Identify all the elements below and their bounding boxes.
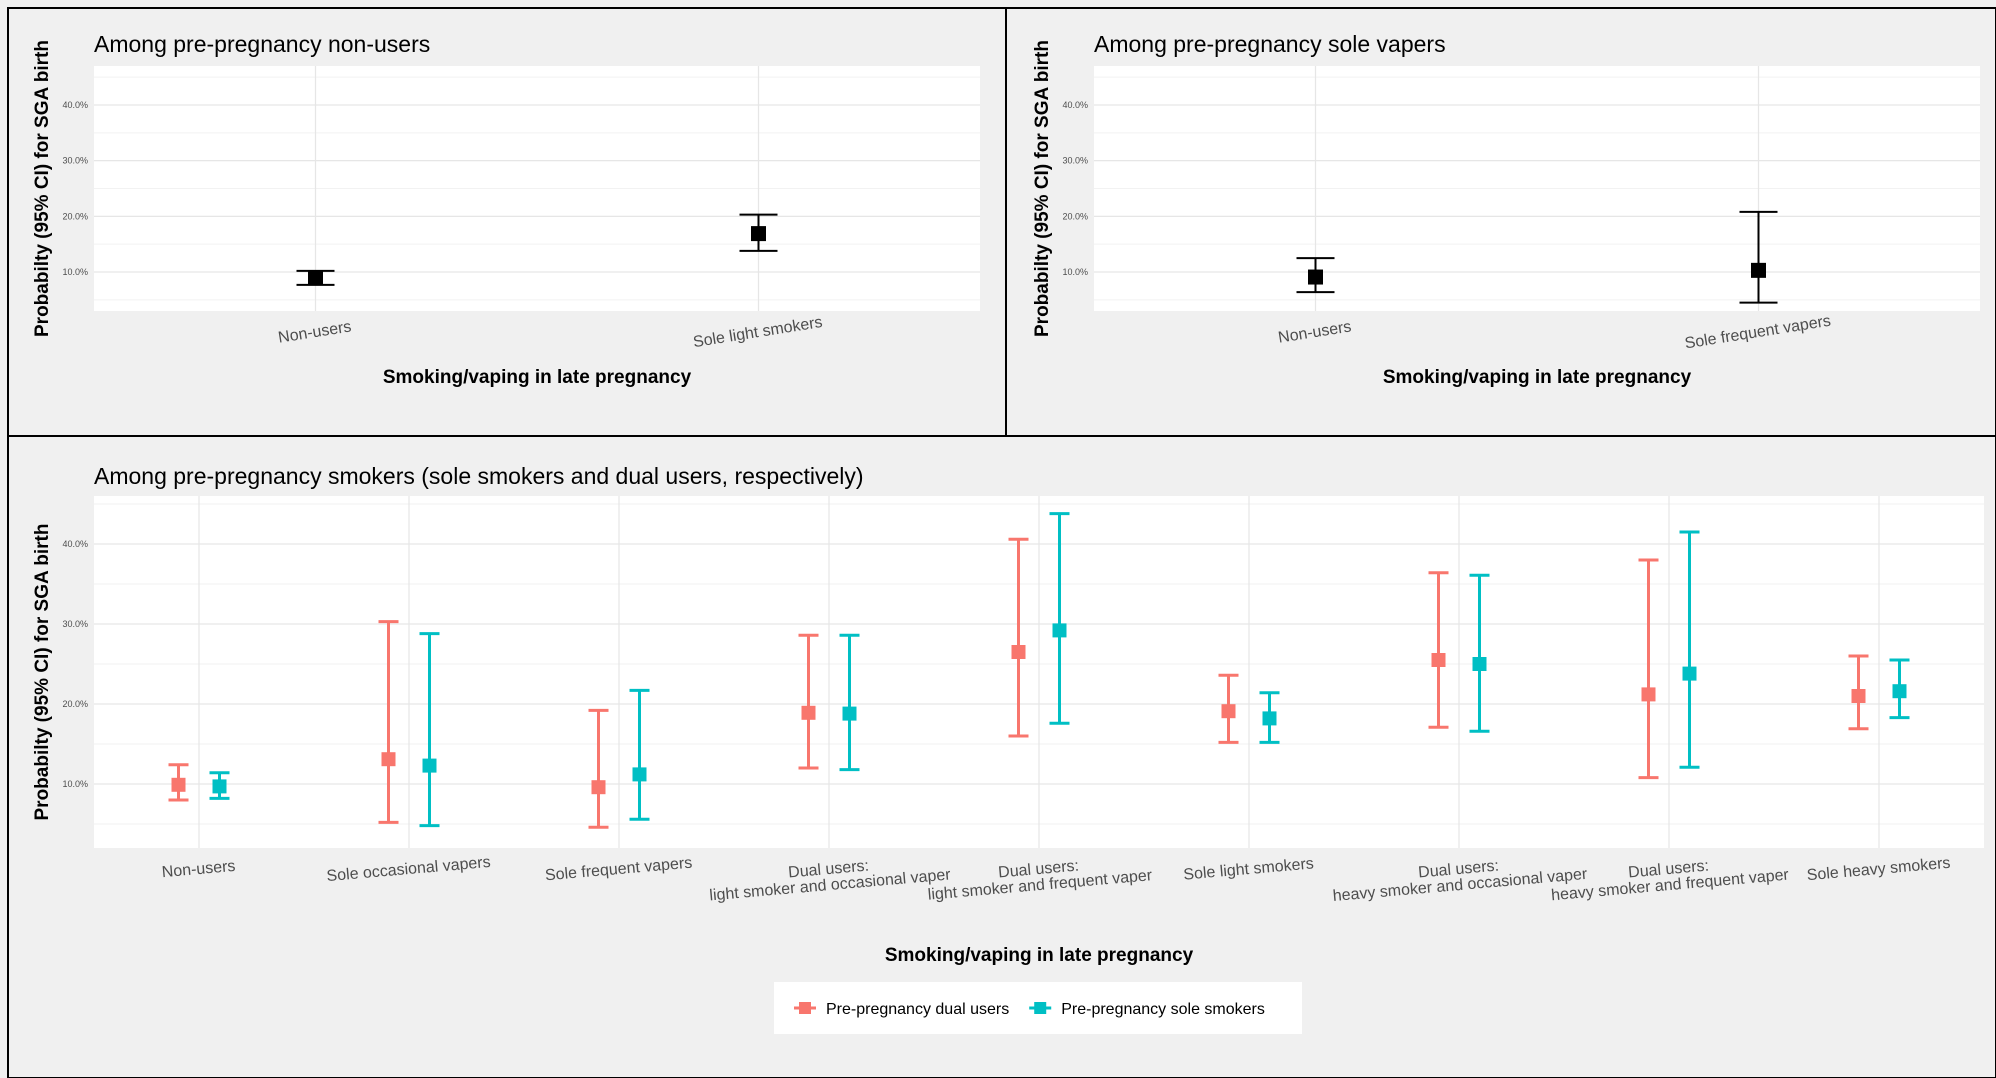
x-axis-title: Smoking/vaping in late pregnancy xyxy=(885,945,1194,966)
point-estimate-marker xyxy=(842,706,857,721)
point-estimate-marker xyxy=(1221,704,1236,719)
x-tick-label-line: Dual users: xyxy=(788,858,870,882)
point-estimate-marker xyxy=(171,777,186,792)
chart-panel-2: 10.0%20.0%30.0%40.0%Non-users Sole freque… xyxy=(1032,31,1980,388)
legend-key-marker xyxy=(1034,1002,1047,1014)
panel-title: Among pre-pregnancy sole vapers xyxy=(1094,31,1446,57)
point-estimate-marker xyxy=(1052,623,1067,638)
x-tick-label-line: Dual users: xyxy=(998,858,1080,882)
legend-label: Pre-pregnancy sole smokers xyxy=(1061,1001,1265,1018)
point-estimate-marker xyxy=(1431,653,1446,667)
point-estimate-marker xyxy=(751,226,766,242)
point-estimate-marker xyxy=(1682,666,1697,681)
point-estimate-marker xyxy=(1751,262,1766,278)
legend-label: Pre-pregnancy dual users xyxy=(826,1001,1009,1018)
point-estimate-marker xyxy=(591,780,606,795)
y-tick-label: 30.0% xyxy=(62,619,88,629)
x-tick-label: Non-users xyxy=(161,858,236,881)
point-estimate-marker xyxy=(1851,689,1866,703)
point-estimate-marker xyxy=(1262,711,1277,726)
chart-panel-1: 10.0%20.0%30.0%40.0%Non-users Sole light … xyxy=(32,31,980,388)
x-tick-label-line: Dual users: xyxy=(1628,858,1710,882)
point-estimate-marker xyxy=(212,779,227,794)
x-tick-label-line: Non-users xyxy=(161,858,236,881)
point-estimate-marker xyxy=(801,705,816,720)
x-tick-label-line: Dual users: xyxy=(1418,858,1500,882)
legend-key-marker xyxy=(799,1002,811,1014)
point-estimate-marker xyxy=(1892,684,1907,699)
y-tick-label: 10.0% xyxy=(62,267,88,277)
y-tick-label: 40.0% xyxy=(1062,100,1088,110)
point-estimate-marker xyxy=(632,767,647,782)
y-tick-label: 20.0% xyxy=(62,211,88,221)
point-estimate-marker xyxy=(1472,657,1487,671)
legend: Pre-pregnancy dual users Pre-pregnancy so… xyxy=(774,982,1302,1034)
y-tick-label: 40.0% xyxy=(62,100,88,110)
panel-title: Among pre-pregnancy smokers (sole smoker… xyxy=(94,463,864,489)
y-tick-label: 10.0% xyxy=(62,779,88,789)
point-estimate-marker xyxy=(308,270,323,286)
y-tick-label: 30.0% xyxy=(62,156,88,166)
point-estimate-marker xyxy=(1308,269,1323,285)
y-tick-label: 10.0% xyxy=(1062,267,1088,277)
y-tick-label: 20.0% xyxy=(1062,211,1088,221)
x-axis-title: Smoking/vaping in late pregnancy xyxy=(383,367,692,388)
y-tick-label: 40.0% xyxy=(62,539,88,549)
x-axis-title: Smoking/vaping in late pregnancy xyxy=(1383,367,1692,388)
y-axis-title: Probabilty (95% CI) for SGA birth xyxy=(1032,40,1053,337)
panel-title: Among pre-pregnancy non-users xyxy=(94,31,430,57)
point-estimate-marker xyxy=(422,758,437,773)
y-axis-title: Probabilty (95% CI) for SGA birth xyxy=(32,40,53,337)
point-estimate-marker xyxy=(381,752,396,767)
panel-border-bottom xyxy=(7,435,1996,1078)
y-axis-title: Probabilty (95% CI) for SGA birth xyxy=(32,524,53,821)
point-estimate-marker xyxy=(1011,645,1026,659)
point-estimate-marker xyxy=(1641,687,1656,702)
y-tick-label: 30.0% xyxy=(1062,156,1088,166)
y-tick-label: 20.0% xyxy=(62,699,88,709)
